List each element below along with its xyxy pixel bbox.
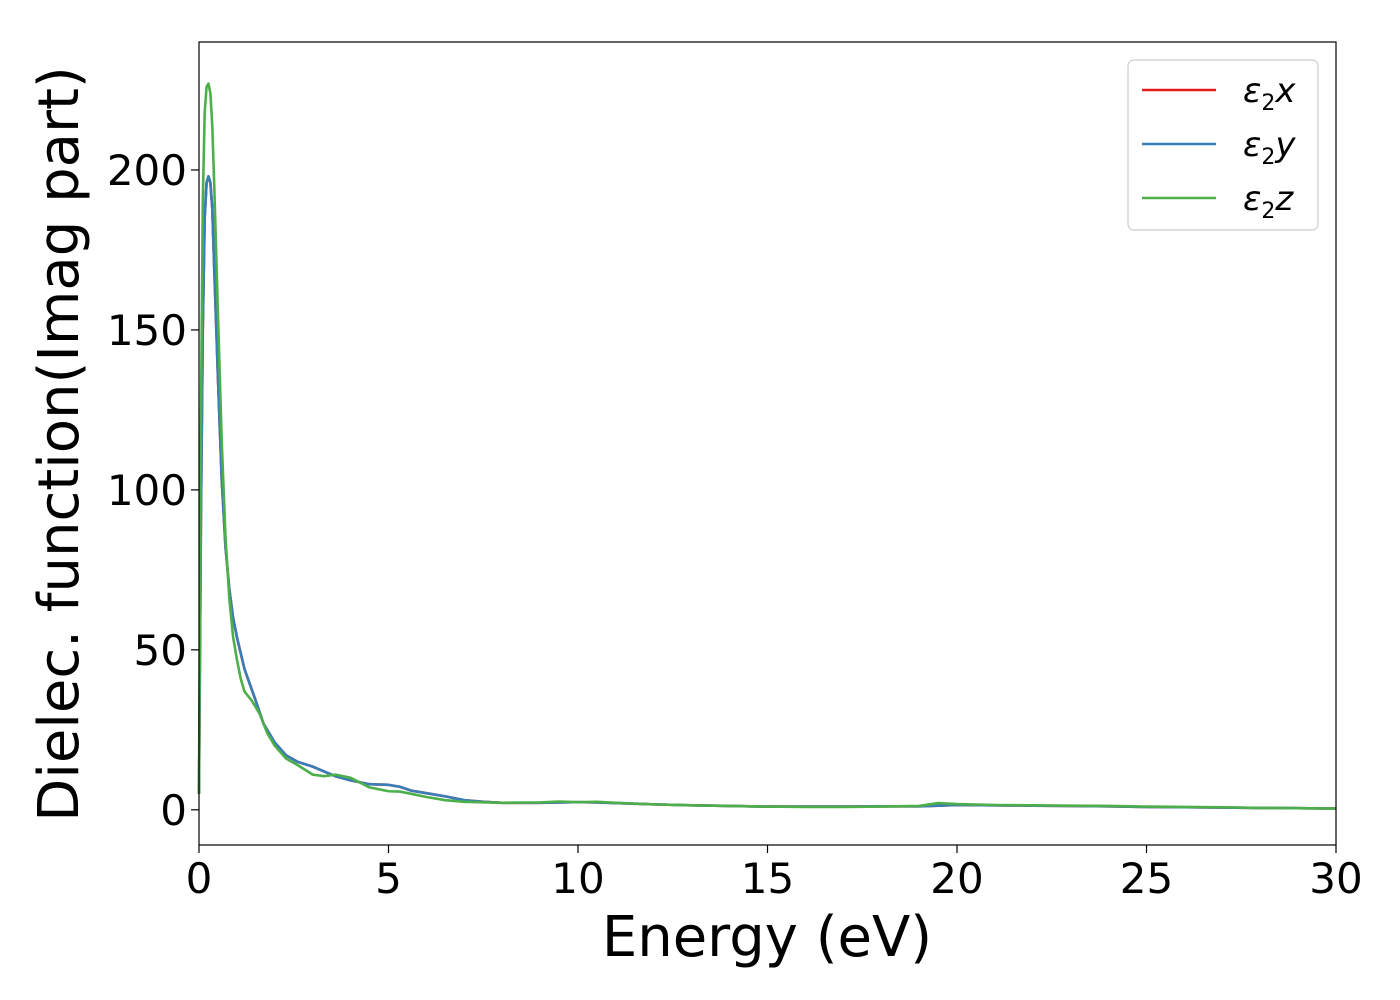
legend-label-z: ε2z <box>1243 179 1294 224</box>
y-tick-label: 50 <box>134 626 187 675</box>
y-tick-label: 0 <box>160 786 187 835</box>
y-axis-ticks: 0 50 100 150 200 <box>107 146 199 835</box>
legend-label-y: ε2y <box>1243 125 1296 170</box>
x-tick-label: 20 <box>930 854 983 903</box>
x-tick-label: 0 <box>186 854 213 903</box>
y-tick-label: 100 <box>107 466 187 515</box>
plot-lines <box>197 82 1337 810</box>
x-axis-ticks: 0 5 10 15 20 25 30 <box>186 845 1363 903</box>
x-axis-label: Energy (eV) <box>602 905 932 970</box>
y-tick-label: 150 <box>107 306 187 355</box>
x-tick-label: 10 <box>551 854 604 903</box>
legend: ε2x ε2y ε2z <box>1127 59 1319 231</box>
x-tick-label: 15 <box>741 854 794 903</box>
y-axis-label: Dielec. function(Imag part) <box>27 66 92 822</box>
x-tick-label: 5 <box>375 854 402 903</box>
x-tick-label: 25 <box>1120 854 1173 903</box>
legend-label-x: ε2x <box>1243 71 1296 116</box>
x-tick-label: 30 <box>1309 854 1362 903</box>
y-tick-label: 200 <box>107 146 187 195</box>
legend-box <box>1127 59 1319 231</box>
series-line-z <box>197 82 1337 810</box>
